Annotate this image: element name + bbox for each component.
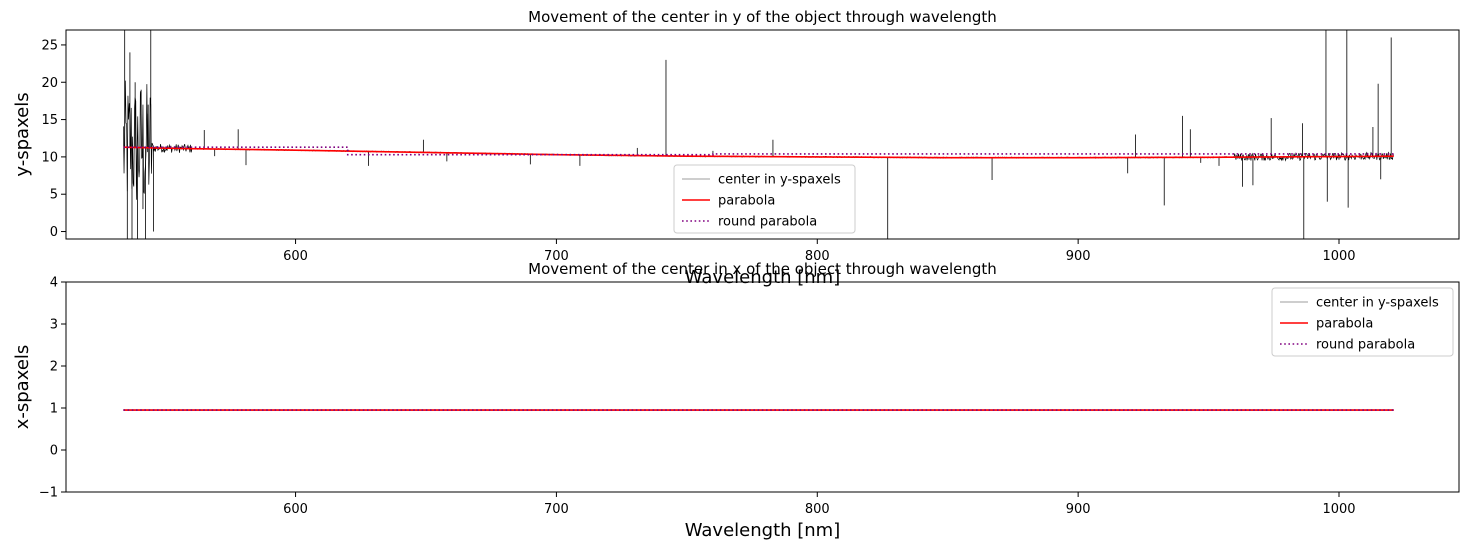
x-tick-label: 700 — [544, 502, 569, 517]
axes-frame — [65, 29, 1460, 240]
chart-title: Movement of the center in x of the objec… — [528, 260, 997, 278]
x-axis: 600 700 800 900 1000 — [283, 239, 1356, 264]
y-axis: 0 5 10 15 20 25 — [41, 38, 66, 240]
y-axis-label: y-spaxels — [12, 92, 33, 176]
x-axis-label: Wavelength [nm] — [685, 520, 841, 541]
chart-panel-1: Movement of the center in y of the objec… — [12, 8, 1460, 288]
legend-label: round parabola — [718, 215, 817, 230]
y-tick-label: 1 — [50, 402, 58, 417]
legend: center in y-spaxels parabola round parabol… — [673, 164, 856, 234]
legend-box — [673, 164, 856, 234]
series-parabola — [123, 146, 1394, 159]
y-tick-label: 25 — [41, 38, 58, 53]
y-tick-label: −1 — [39, 486, 58, 501]
legend-label: center in y-spaxels — [718, 173, 841, 188]
y-tick-label: 5 — [50, 188, 58, 203]
y-tick-label: 10 — [41, 150, 58, 165]
y-tick-label: 15 — [41, 113, 58, 128]
legend-label: round parabola — [1316, 338, 1415, 353]
plot-area — [123, 30, 1394, 239]
y-tick-label: 0 — [50, 225, 58, 240]
y-axis-label: x-spaxels — [12, 345, 33, 430]
legend-label: parabola — [1316, 317, 1373, 332]
legend-label: center in y-spaxels — [1316, 296, 1439, 311]
legend-label: parabola — [718, 194, 775, 209]
x-tick-label: 900 — [1066, 502, 1091, 517]
series-line — [123, 146, 1394, 159]
x-tick-label: 900 — [1066, 249, 1091, 264]
x-tick-label: 600 — [283, 502, 308, 517]
x-tick-label: 1000 — [1322, 249, 1355, 264]
series-round-parabola — [123, 146, 1394, 156]
x-axis-label: Wavelength [nm] — [685, 267, 841, 288]
y-axis: −1 0 1 2 3 4 — [39, 276, 66, 501]
x-tick-label: 1000 — [1322, 502, 1355, 517]
legend: center in y-spaxels parabola round parabol… — [1271, 287, 1454, 357]
axes-frame — [65, 281, 1460, 493]
y-tick-label: 2 — [50, 360, 58, 375]
legend-box — [1271, 287, 1454, 357]
chart-title: Movement of the center in y of the objec… — [528, 8, 997, 26]
y-tick-label: 20 — [41, 76, 58, 91]
series-line — [123, 146, 1394, 156]
x-axis: 600 700 800 900 1000 — [283, 492, 1356, 517]
x-tick-label: 800 — [805, 249, 830, 264]
y-tick-label: 3 — [50, 318, 58, 333]
chart-panel-2: Movement of the center in x of the objec… — [12, 260, 1460, 541]
x-tick-label: 600 — [283, 249, 308, 264]
y-tick-label: 4 — [50, 276, 58, 291]
x-tick-label: 700 — [544, 249, 569, 264]
x-tick-label: 800 — [805, 502, 830, 517]
y-tick-label: 0 — [50, 444, 58, 459]
